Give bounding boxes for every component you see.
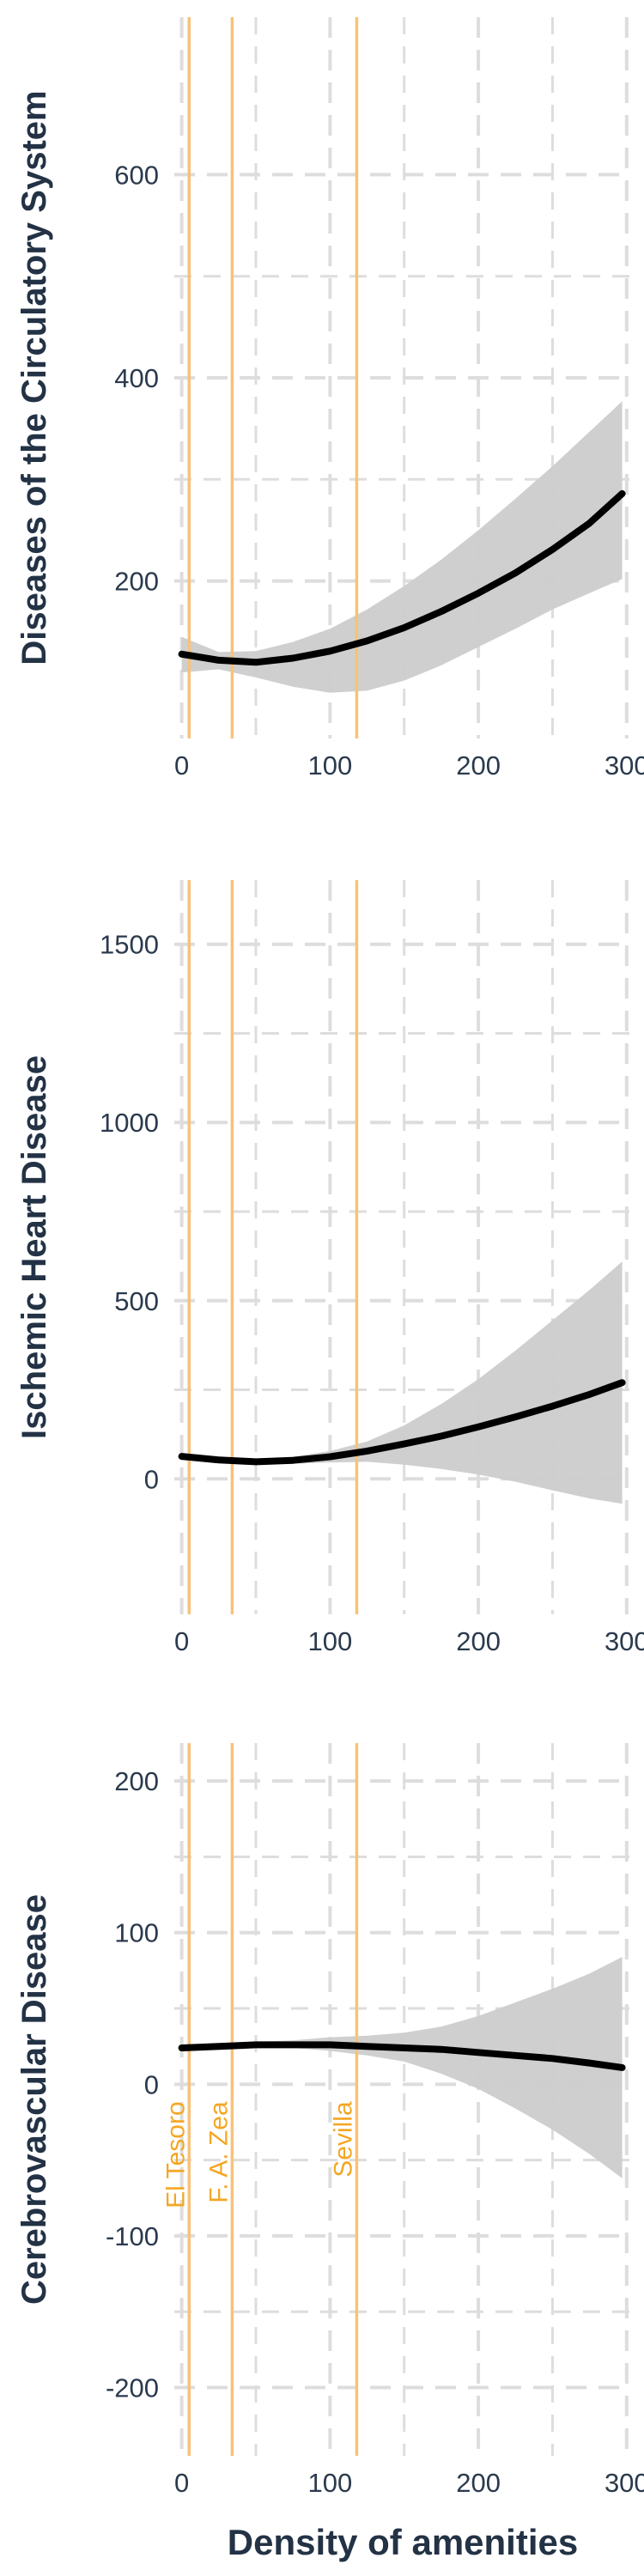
fit-line <box>178 2041 626 2071</box>
y-tick-label: 1000 <box>100 1108 159 1138</box>
y-tick-label: 1500 <box>100 930 159 960</box>
x-tick-label: 200 <box>456 2468 501 2498</box>
fit-line <box>178 1379 626 1466</box>
y-tick-label: -200 <box>106 2373 159 2403</box>
confidence-band <box>181 1261 623 1504</box>
x-tick-label: 200 <box>456 1626 501 1656</box>
x-tick-label: 0 <box>174 750 189 781</box>
x-axis-label: Density of amenities <box>228 2522 578 2562</box>
y-axis-label: Ischemic Heart Disease <box>15 1055 53 1439</box>
confidence-band <box>181 401 623 693</box>
y-axis-label: Diseases of the Circulatory System <box>15 90 53 665</box>
x-tick-label: 300 <box>605 2468 644 2498</box>
x-tick-label: 200 <box>456 750 501 781</box>
x-tick-label: 100 <box>307 2468 352 2498</box>
x-tick-label: 100 <box>307 750 352 781</box>
y-tick-label: 400 <box>114 363 159 393</box>
y-tick-label: 100 <box>114 1918 159 1948</box>
y-tick-label: 0 <box>144 2069 159 2099</box>
y-tick-label: 200 <box>114 1766 159 1796</box>
y-tick-label: 0 <box>144 1464 159 1494</box>
y-axis-label: Cerebrovascular Disease <box>15 1894 53 2305</box>
panel-1: 200 400 600 0 100 200 300 Diseases of the Circu… <box>15 17 644 781</box>
x-tick-label: 100 <box>307 1626 352 1656</box>
y-tick-label: -100 <box>106 2221 159 2251</box>
vline-label-1: El Tesoro <box>161 2101 190 2208</box>
vline-label-2: F. A. Zea <box>204 2101 233 2203</box>
panel-2: 0 500 1000 1500 0 100 200 300 Ischemic Heart Dis… <box>15 880 644 1656</box>
y-tick-label: 200 <box>114 567 159 597</box>
x-tick-label: 0 <box>174 2468 189 2498</box>
x-tick-label: 300 <box>605 750 644 781</box>
confidence-band <box>181 1957 623 2178</box>
x-tick-label: 0 <box>174 1626 189 1656</box>
fit-line <box>178 489 626 666</box>
y-tick-label: 600 <box>114 160 159 190</box>
y-tick-label: 500 <box>114 1286 159 1316</box>
panel-3: -200 -100 0 100 200 0 100 200 300 Cerebrovascular… <box>15 1743 644 2498</box>
x-tick-label: 300 <box>605 1626 644 1656</box>
vline-label-3: Sevilla <box>329 2101 357 2178</box>
